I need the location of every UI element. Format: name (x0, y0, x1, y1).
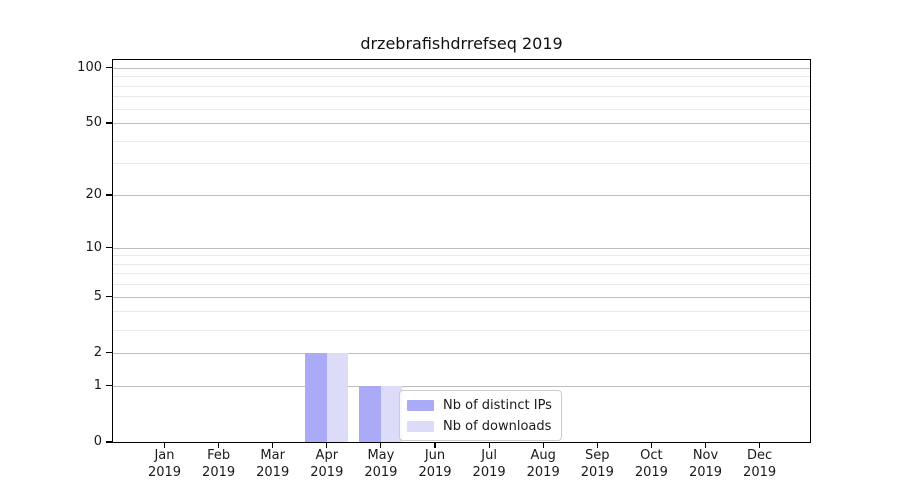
x-tick-label: Jan 2019 (137, 447, 193, 481)
gridline-minor (113, 263, 810, 265)
gridline-minor (113, 273, 810, 275)
x-tick-label: Nov 2019 (678, 447, 734, 481)
gridline-major (113, 247, 810, 249)
x-tick-year: 2019 (688, 465, 723, 480)
y-tick-mark (106, 352, 112, 354)
y-tick-label: 100 (77, 59, 102, 75)
x-tick-mark (326, 443, 328, 448)
x-tick-mark (759, 443, 761, 448)
x-tick-year: 2019 (472, 465, 506, 480)
x-tick-label: Oct 2019 (623, 447, 679, 481)
y-tick-label: 20 (85, 187, 102, 203)
x-tick-month: Aug (530, 448, 556, 463)
y-tick-mark (106, 67, 112, 69)
x-tick-year: 2019 (418, 465, 452, 480)
gridline-minor (113, 255, 810, 257)
y-tick-label: 1 (93, 377, 102, 393)
gridline-major (113, 195, 810, 197)
gridline-minor (113, 96, 810, 98)
x-tick-month: Feb (207, 448, 231, 463)
x-tick-mark (163, 443, 166, 448)
gridline-major (113, 296, 810, 298)
x-tick-mark (218, 443, 220, 448)
plot-area (112, 59, 811, 443)
y-tick-mark (106, 296, 112, 298)
x-tick-month: May (367, 448, 395, 463)
y-tick-mark (106, 385, 112, 387)
y-tick-mark (106, 246, 112, 249)
x-tick-mark (488, 443, 490, 448)
x-tick-label: Dec 2019 (732, 447, 788, 481)
x-tick-label: Jun 2019 (407, 447, 463, 481)
y-tick-label: 50 (85, 115, 102, 131)
x-tick-year: 2019 (580, 465, 614, 480)
x-tick-mark (650, 443, 652, 448)
x-tick-month: Mar (260, 448, 285, 463)
y-tick-mark (106, 122, 112, 124)
x-tick-year: 2019 (634, 465, 668, 480)
y-tick-mark (106, 194, 112, 196)
bar-downloads (326, 352, 349, 442)
gridline-minor (113, 108, 810, 110)
legend-swatch-distinct-ips-icon (407, 399, 434, 411)
x-tick-month: Apr (315, 448, 339, 463)
x-tick-mark (434, 443, 436, 448)
gridline-minor (113, 140, 810, 142)
y-tick-label: 0 (93, 434, 102, 449)
legend-label-distinct-ips: Nb of distinct IPs (443, 397, 552, 413)
x-tick-month: Sep (585, 448, 610, 463)
x-tick-label: Sep 2019 (569, 447, 625, 481)
x-tick-month: Jun (424, 448, 446, 463)
y-tick-label: 5 (93, 288, 102, 304)
x-tick-label: Feb 2019 (191, 447, 247, 481)
x-tick-year: 2019 (256, 465, 290, 480)
chart-title: drzebrafishdrrefseq 2019 (360, 34, 563, 53)
legend-label-downloads: Nb of downloads (443, 418, 552, 434)
gridline-minor (113, 284, 810, 286)
gridline-minor (113, 329, 810, 331)
x-tick-mark (272, 443, 274, 448)
x-tick-year: 2019 (147, 465, 182, 480)
x-tick-label: Jul 2019 (461, 447, 517, 481)
x-tick-mark (704, 443, 707, 448)
x-tick-month: Jul (481, 448, 497, 463)
bar-downloads (380, 385, 403, 442)
x-tick-month: Nov (692, 448, 719, 463)
y-tick-label: 10 (85, 239, 102, 255)
x-tick-label: Mar 2019 (245, 447, 301, 481)
legend-swatch-downloads-icon (407, 420, 434, 432)
bar-distinct-ips (359, 385, 381, 442)
gridline-major (113, 67, 810, 69)
x-tick-year: 2019 (202, 465, 236, 480)
x-tick-mark (380, 443, 382, 448)
x-tick-year: 2019 (526, 465, 560, 480)
legend: Nb of distinct IPs Nb of downloads (399, 390, 562, 441)
x-tick-mark (596, 443, 598, 448)
x-tick-label: May 2019 (353, 447, 409, 481)
x-tick-month: Oct (640, 448, 663, 463)
x-tick-label: Aug 2019 (515, 447, 571, 481)
y-tick-mark (106, 441, 112, 443)
gridline-minor (113, 85, 810, 87)
gridline-minor (113, 311, 810, 313)
x-tick-year: 2019 (310, 465, 344, 480)
gridline-major (113, 123, 810, 125)
y-tick-label: 2 (93, 344, 102, 360)
gridline-major (113, 352, 810, 354)
x-tick-month: Jan (154, 448, 175, 463)
x-tick-year: 2019 (743, 465, 777, 480)
gridline-minor (113, 163, 810, 165)
gridline-minor (113, 76, 810, 78)
x-tick-label: Apr 2019 (299, 447, 355, 481)
x-tick-mark (542, 443, 544, 448)
legend-item-distinct-ips: Nb of distinct IPs (407, 396, 552, 414)
gridline-major (113, 385, 810, 387)
x-tick-year: 2019 (364, 465, 398, 480)
bar-distinct-ips (305, 352, 327, 442)
x-tick-month: Dec (747, 448, 773, 463)
legend-item-downloads: Nb of downloads (407, 417, 552, 435)
